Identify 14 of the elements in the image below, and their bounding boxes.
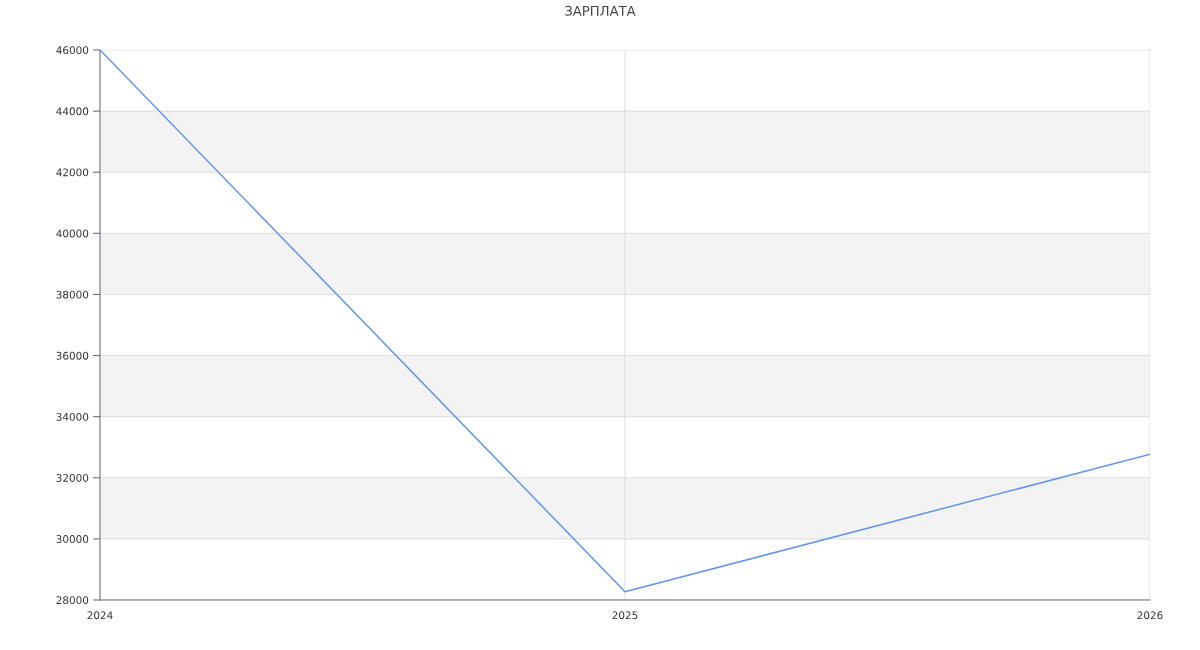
x-tick-label: 2025 [612, 611, 638, 620]
y-tick-label: 44000 [56, 107, 89, 116]
x-tick-label: 2026 [1137, 611, 1163, 620]
y-tick-label: 38000 [56, 290, 89, 299]
y-tick-label: 46000 [56, 46, 89, 55]
y-tick-label: 30000 [56, 535, 89, 543]
chart-title: ЗАРПЛАТА [565, 5, 636, 16]
y-tick-label: 28000 [56, 596, 89, 605]
x-tick-label: 2024 [87, 611, 113, 620]
y-tick-label: 36000 [56, 351, 89, 360]
y-tick-label: 42000 [56, 168, 89, 177]
y-tick-label: 34000 [56, 412, 89, 421]
y-tick-label: 40000 [56, 229, 89, 238]
y-tick-label: 32000 [56, 474, 89, 482]
